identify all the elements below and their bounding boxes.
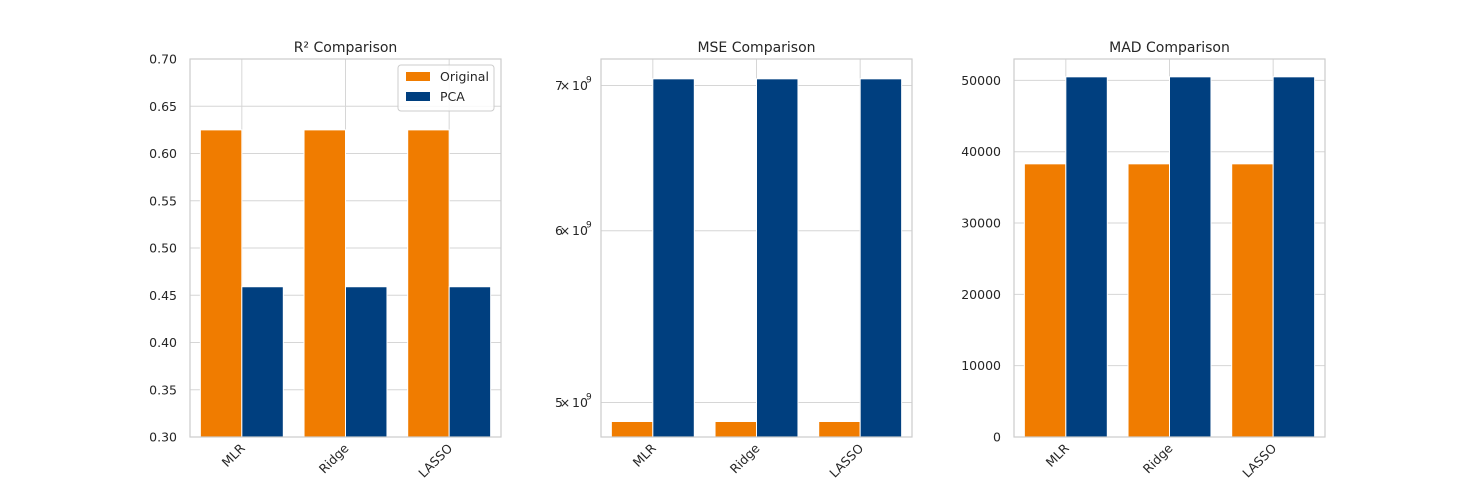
bar-original-lasso — [818, 420, 861, 438]
y-tick-label: 0.35 — [149, 382, 177, 397]
y-tick-label: 30000 — [961, 216, 1001, 231]
y-tick-label: 0.60 — [149, 146, 177, 161]
bar-pca-ridge — [345, 286, 388, 438]
bar-pca-lasso — [859, 78, 903, 438]
y-tick-times: × — [560, 223, 570, 238]
legend-swatch-original — [406, 72, 430, 81]
bar-original-mlr — [610, 420, 654, 438]
y-tick-label: 0.45 — [149, 288, 177, 303]
chart-title: MSE Comparison — [697, 40, 815, 56]
y-tick-times: × — [560, 78, 570, 93]
y-tick-label: 10000 — [961, 358, 1001, 373]
axes-frame — [1013, 58, 1326, 438]
y-tick-exponent: 9 — [586, 76, 592, 86]
y-tick-exponent: 9 — [586, 221, 592, 231]
bar-pca-mlr — [1065, 76, 1108, 438]
bar-pca-mlr — [652, 78, 695, 438]
y-tick-base: 10 — [572, 78, 588, 93]
chart-title: MAD Comparison — [1109, 40, 1230, 56]
bar-original-ridge — [1127, 163, 1170, 438]
bar-pca-lasso — [448, 286, 492, 438]
y-tick-label: 20000 — [961, 287, 1001, 302]
y-tick-mantissa: 5 — [555, 395, 563, 410]
y-tick-label: 6× 109 — [555, 221, 592, 239]
y-tick-base: 10 — [572, 395, 588, 410]
axes-frame — [189, 58, 502, 438]
legend-swatch-pca — [406, 92, 430, 101]
y-tick-label: 7× 109 — [555, 76, 592, 94]
chart-r2-comparison: R² Comparison 0.30 0.35 0.40 0.45 0.50 0.55 0.6… — [149, 40, 502, 480]
y-tick-label: 0.55 — [149, 193, 177, 208]
y-tick-label: 0.30 — [149, 430, 177, 445]
y-tick-label: 0.65 — [149, 99, 177, 114]
bar-pca-lasso — [1272, 76, 1316, 438]
y-tick-base: 10 — [572, 223, 588, 238]
bar-original-mlr — [199, 129, 243, 438]
legend-label-pca: PCA — [440, 89, 465, 104]
y-tick-mantissa: 7 — [555, 78, 563, 93]
bar-original-ridge — [303, 129, 346, 438]
bar-pca-ridge — [1169, 76, 1212, 438]
bar-original-lasso — [1231, 163, 1274, 438]
bar-pca-ridge — [756, 78, 799, 438]
bar-original-lasso — [407, 129, 450, 438]
y-tick-label: 5× 109 — [555, 392, 592, 410]
y-tick-label: 0.40 — [149, 335, 177, 350]
y-tick-times: × — [560, 395, 570, 410]
axes-frame — [600, 58, 913, 438]
y-tick-label: 40000 — [961, 144, 1001, 159]
chart-title: R² Comparison — [294, 40, 398, 56]
y-tick-exponent: 9 — [586, 392, 592, 402]
y-tick-label: 0.50 — [149, 241, 177, 256]
y-tick-mantissa: 6 — [555, 223, 563, 238]
bar-pca-mlr — [241, 286, 284, 438]
y-tick-label: 0.70 — [149, 52, 177, 67]
y-tick-label: 0 — [993, 430, 1001, 445]
bar-original-mlr — [1023, 163, 1067, 438]
legend: Original PCA — [397, 64, 495, 112]
y-tick-label: 50000 — [961, 73, 1001, 88]
legend-label-original: Original — [440, 69, 489, 84]
bar-original-ridge — [714, 420, 757, 438]
